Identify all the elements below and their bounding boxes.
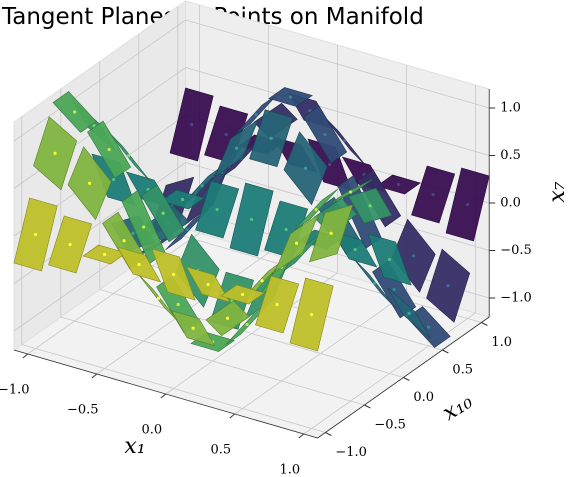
point-dot [157,296,161,300]
point-dot [349,190,353,194]
point-dot [235,146,239,150]
point-dot [224,132,228,137]
point-dot [412,254,416,258]
point-dot [88,181,92,185]
point-dot [127,154,131,158]
point-dot [226,316,230,320]
y-tick-label: 0.0 [413,390,434,405]
grid-line [60,316,365,406]
z-axis-label: x₇ [545,181,570,202]
point-dot [284,227,288,232]
x-tick [91,373,98,379]
grid-line [185,67,490,156]
point-dot [353,247,357,252]
point-dot [172,272,176,277]
point-dot [215,207,219,212]
point-dot [241,292,245,297]
point-dot [275,302,279,307]
point-dot [269,136,273,140]
point-dot [73,110,77,114]
y-tick-label: −0.5 [374,418,406,433]
y-axis-label: x₁₀ [438,389,477,426]
y-tick [403,377,410,381]
x-tick-label: −0.5 [67,403,99,418]
point-dot [373,281,377,285]
point-dot [181,197,185,202]
point-dot [260,279,264,283]
point-dot [295,241,299,245]
x-axis-label: x₁ [124,434,145,459]
point-dot [431,192,435,197]
point-dot [131,231,135,235]
point-dot [137,262,141,267]
point-dot [368,204,372,208]
point-dot [245,322,249,327]
x-tick-label: 0.0 [141,423,162,438]
point-dot [122,239,126,243]
point-dot [176,302,180,307]
x-tick [22,353,29,359]
point-dot [323,132,327,137]
grid-line [99,289,404,378]
grid-line [177,234,482,323]
grid-line [21,344,326,433]
point-dot [310,312,314,317]
x-tick [160,393,167,399]
grid-line [185,19,490,109]
y-tick-label: 1.0 [491,335,512,350]
point-dot [328,162,332,167]
z-tick-label: 0.5 [500,148,521,163]
z-tick-label: 1.0 [500,101,521,116]
x-tick-label: −1.0 [0,383,30,398]
point-dot [289,95,293,99]
surface [13,87,490,352]
point-dot [343,139,347,143]
point-dot [446,284,450,288]
point-dot [34,232,38,237]
point-dot [112,177,116,182]
point-dot [254,112,258,117]
x-tick [229,413,236,419]
grid-line [13,19,186,142]
y-tick [481,322,488,326]
y-tick [442,349,449,354]
point-dot [107,147,111,152]
point-dot [200,184,204,188]
point-dot [466,202,470,207]
point-dot [190,122,194,127]
y-tick [325,432,332,436]
point-dot [68,242,72,247]
y-tick-label: −1.0 [335,445,367,460]
x-tick-label: 1.0 [279,463,300,477]
x-tick-label: 0.5 [210,443,231,458]
point-dot [191,326,195,330]
point-dot [388,257,392,262]
point-dot [250,217,254,222]
point-dot [329,231,333,235]
point-dot [185,227,189,232]
y-tick [364,404,371,409]
point-dot [304,166,308,170]
y-tick-label: 0.5 [452,363,473,378]
point-dot [314,207,318,212]
point-dot [142,225,146,229]
point-dot [103,252,107,257]
z-tick-label: −1.0 [500,291,532,306]
point-dot [427,325,431,329]
point-dot [392,287,396,292]
x-tick [298,433,305,439]
point-dot [397,182,401,187]
point-dot [407,311,411,315]
point-dot [161,211,165,215]
point-dot [53,151,57,155]
z-tick-label: 0.0 [500,196,521,211]
z-tick-label: −0.5 [500,243,532,258]
point-dot [206,282,210,287]
